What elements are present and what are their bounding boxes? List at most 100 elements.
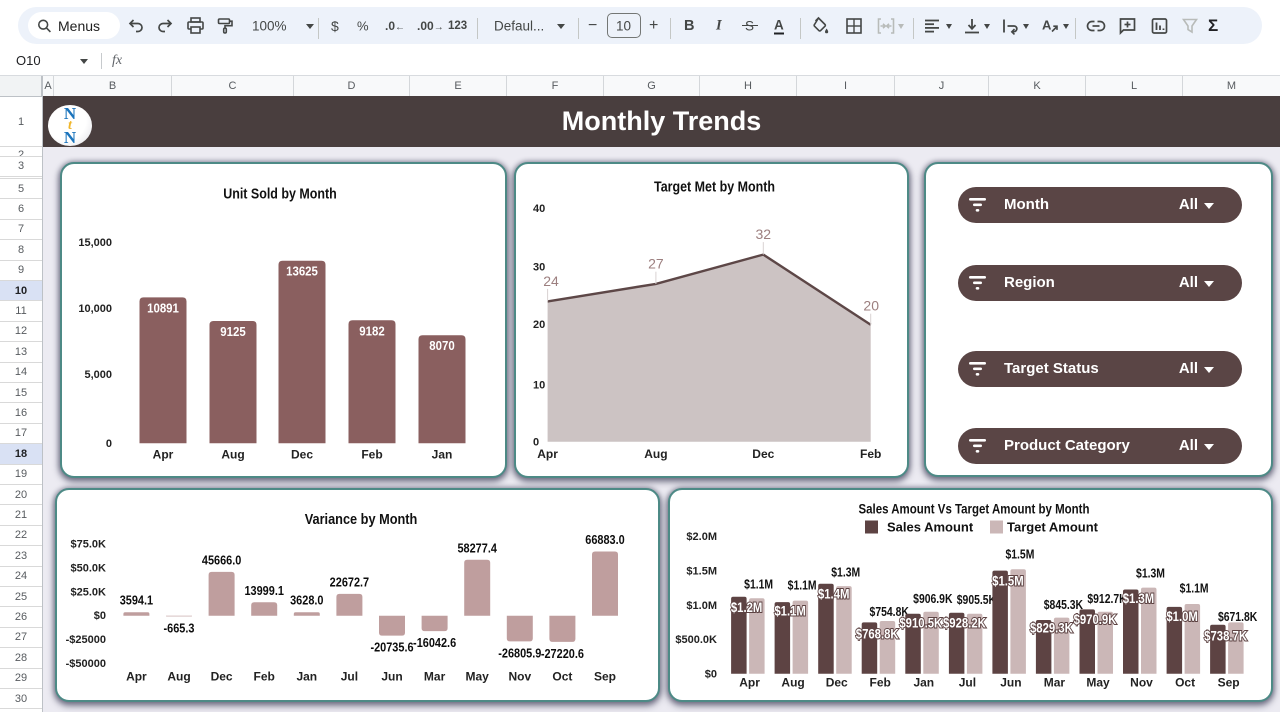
svg-text:$912.7K: $912.7K — [1087, 592, 1127, 606]
svg-text:Dec: Dec — [826, 676, 848, 690]
svg-text:3628.0: 3628.0 — [290, 593, 324, 608]
svg-text:Nov: Nov — [1130, 676, 1153, 690]
svg-text:$1.3M: $1.3M — [1136, 567, 1165, 581]
svg-text:$0: $0 — [94, 610, 106, 622]
svg-text:Oct: Oct — [552, 669, 572, 683]
svg-text:Unit Sold by Month: Unit Sold by Month — [223, 186, 337, 202]
svg-text:45666.0: 45666.0 — [202, 552, 242, 567]
svg-text:Mar: Mar — [1044, 676, 1066, 690]
svg-text:Jul: Jul — [341, 669, 358, 683]
svg-text:Sep: Sep — [1218, 676, 1240, 690]
svg-text:20: 20 — [863, 298, 879, 314]
svg-text:20: 20 — [533, 319, 545, 331]
svg-text:$970.9K: $970.9K — [1074, 612, 1117, 627]
svg-text:13999.1: 13999.1 — [244, 583, 284, 598]
svg-text:$1.1M: $1.1M — [744, 577, 773, 591]
svg-text:-16042.6: -16042.6 — [413, 635, 456, 650]
svg-text:Dec: Dec — [211, 669, 233, 683]
svg-text:A: A — [1042, 17, 1052, 32]
svg-text:3594.1: 3594.1 — [120, 593, 154, 608]
svg-text:Jun: Jun — [1000, 676, 1021, 690]
svg-text:Jan: Jan — [913, 676, 934, 690]
svg-text:$1.5M: $1.5M — [992, 573, 1023, 588]
svg-text:Sep: Sep — [594, 669, 616, 683]
svg-text:Aug: Aug — [644, 447, 667, 461]
svg-text:-27220.6: -27220.6 — [541, 646, 584, 661]
svg-text:$910.5K: $910.5K — [899, 615, 942, 630]
svg-text:$50.0K: $50.0K — [71, 563, 107, 575]
svg-text:10891: 10891 — [147, 301, 179, 316]
svg-text:$829.3K: $829.3K — [1030, 620, 1073, 635]
svg-text:-26805.9: -26805.9 — [498, 645, 541, 660]
svg-text:$500.0K: $500.0K — [675, 634, 717, 646]
svg-text:Dec: Dec — [752, 447, 774, 461]
svg-text:$25.0K: $25.0K — [71, 587, 107, 599]
svg-text:$2.0M: $2.0M — [686, 531, 717, 543]
svg-text:-665.3: -665.3 — [164, 620, 195, 635]
svg-text:Oct: Oct — [1175, 676, 1195, 690]
svg-text:Jul: Jul — [959, 676, 976, 690]
svg-text:0: 0 — [533, 437, 539, 449]
svg-text:Variance by Month: Variance by Month — [305, 511, 418, 527]
svg-text:$671.8K: $671.8K — [1218, 610, 1258, 624]
svg-text:$1.3M: $1.3M — [1123, 591, 1154, 606]
svg-text:$1.5M: $1.5M — [1005, 547, 1034, 561]
svg-text:Dec: Dec — [291, 448, 313, 462]
svg-text:$75.0K: $75.0K — [71, 539, 107, 551]
svg-text:$905.5K: $905.5K — [957, 593, 997, 607]
svg-text:Sales Amount: Sales Amount — [887, 520, 974, 535]
svg-text:Feb: Feb — [361, 448, 382, 462]
svg-text:$738.7K: $738.7K — [1204, 629, 1247, 644]
svg-text:22672.7: 22672.7 — [330, 574, 370, 589]
svg-text:Target Met by Month: Target Met by Month — [654, 179, 775, 195]
svg-text:Feb: Feb — [870, 676, 891, 690]
svg-text:40: 40 — [533, 203, 545, 215]
svg-text:$1.1M: $1.1M — [774, 603, 805, 618]
svg-text:$0: $0 — [705, 668, 717, 680]
svg-text:66883.0: 66883.0 — [585, 532, 625, 547]
svg-text:May: May — [466, 669, 490, 683]
svg-text:Target Amount: Target Amount — [1007, 520, 1099, 535]
svg-text:58277.4: 58277.4 — [457, 540, 497, 555]
svg-text:8070: 8070 — [429, 339, 455, 354]
svg-text:Apr: Apr — [739, 676, 760, 690]
svg-text:$928.2K: $928.2K — [943, 615, 986, 630]
svg-text:Apr: Apr — [537, 447, 558, 461]
svg-text:$1.0M: $1.0M — [1166, 609, 1197, 624]
svg-text:Jan: Jan — [296, 669, 317, 683]
svg-text:$1.5M: $1.5M — [686, 566, 717, 578]
svg-text:9182: 9182 — [359, 324, 385, 339]
svg-text:Aug: Aug — [221, 448, 244, 462]
svg-text:$768.8K: $768.8K — [856, 627, 899, 642]
svg-text:10,000: 10,000 — [78, 303, 112, 315]
svg-text:Apr: Apr — [153, 448, 174, 462]
svg-text:5,000: 5,000 — [84, 369, 112, 381]
svg-text:30: 30 — [533, 262, 545, 274]
svg-text:Jan: Jan — [432, 448, 453, 462]
svg-text:Aug: Aug — [167, 669, 190, 683]
svg-text:$1.2M: $1.2M — [731, 600, 762, 615]
svg-text:-$25000: -$25000 — [66, 634, 106, 646]
svg-text:32: 32 — [756, 226, 772, 242]
svg-text:$845.3K: $845.3K — [1044, 598, 1084, 612]
svg-text:$906.9K: $906.9K — [913, 592, 953, 606]
svg-text:27: 27 — [648, 256, 664, 272]
svg-text:10: 10 — [533, 380, 545, 392]
svg-text:Apr: Apr — [126, 669, 147, 683]
svg-text:-20735.6: -20735.6 — [370, 640, 413, 655]
svg-text:$1.1M: $1.1M — [788, 578, 817, 592]
svg-text:Mar: Mar — [424, 669, 446, 683]
svg-text:-$50000: -$50000 — [66, 658, 106, 670]
svg-text:Sales Amount Vs Target Amount: Sales Amount Vs Target Amount by Month — [858, 500, 1089, 516]
svg-text:13625: 13625 — [286, 264, 318, 279]
svg-text:$1.3M: $1.3M — [831, 565, 860, 579]
svg-text:9125: 9125 — [220, 324, 246, 339]
svg-text:15,000: 15,000 — [78, 237, 112, 249]
svg-text:Aug: Aug — [781, 676, 804, 690]
svg-text:$1.1M: $1.1M — [1180, 581, 1209, 595]
svg-text:24: 24 — [543, 273, 559, 289]
svg-text:Feb: Feb — [860, 447, 881, 461]
svg-text:Jun: Jun — [381, 669, 402, 683]
svg-text:$754.8K: $754.8K — [870, 605, 910, 619]
svg-text:$1.0M: $1.0M — [686, 600, 717, 612]
